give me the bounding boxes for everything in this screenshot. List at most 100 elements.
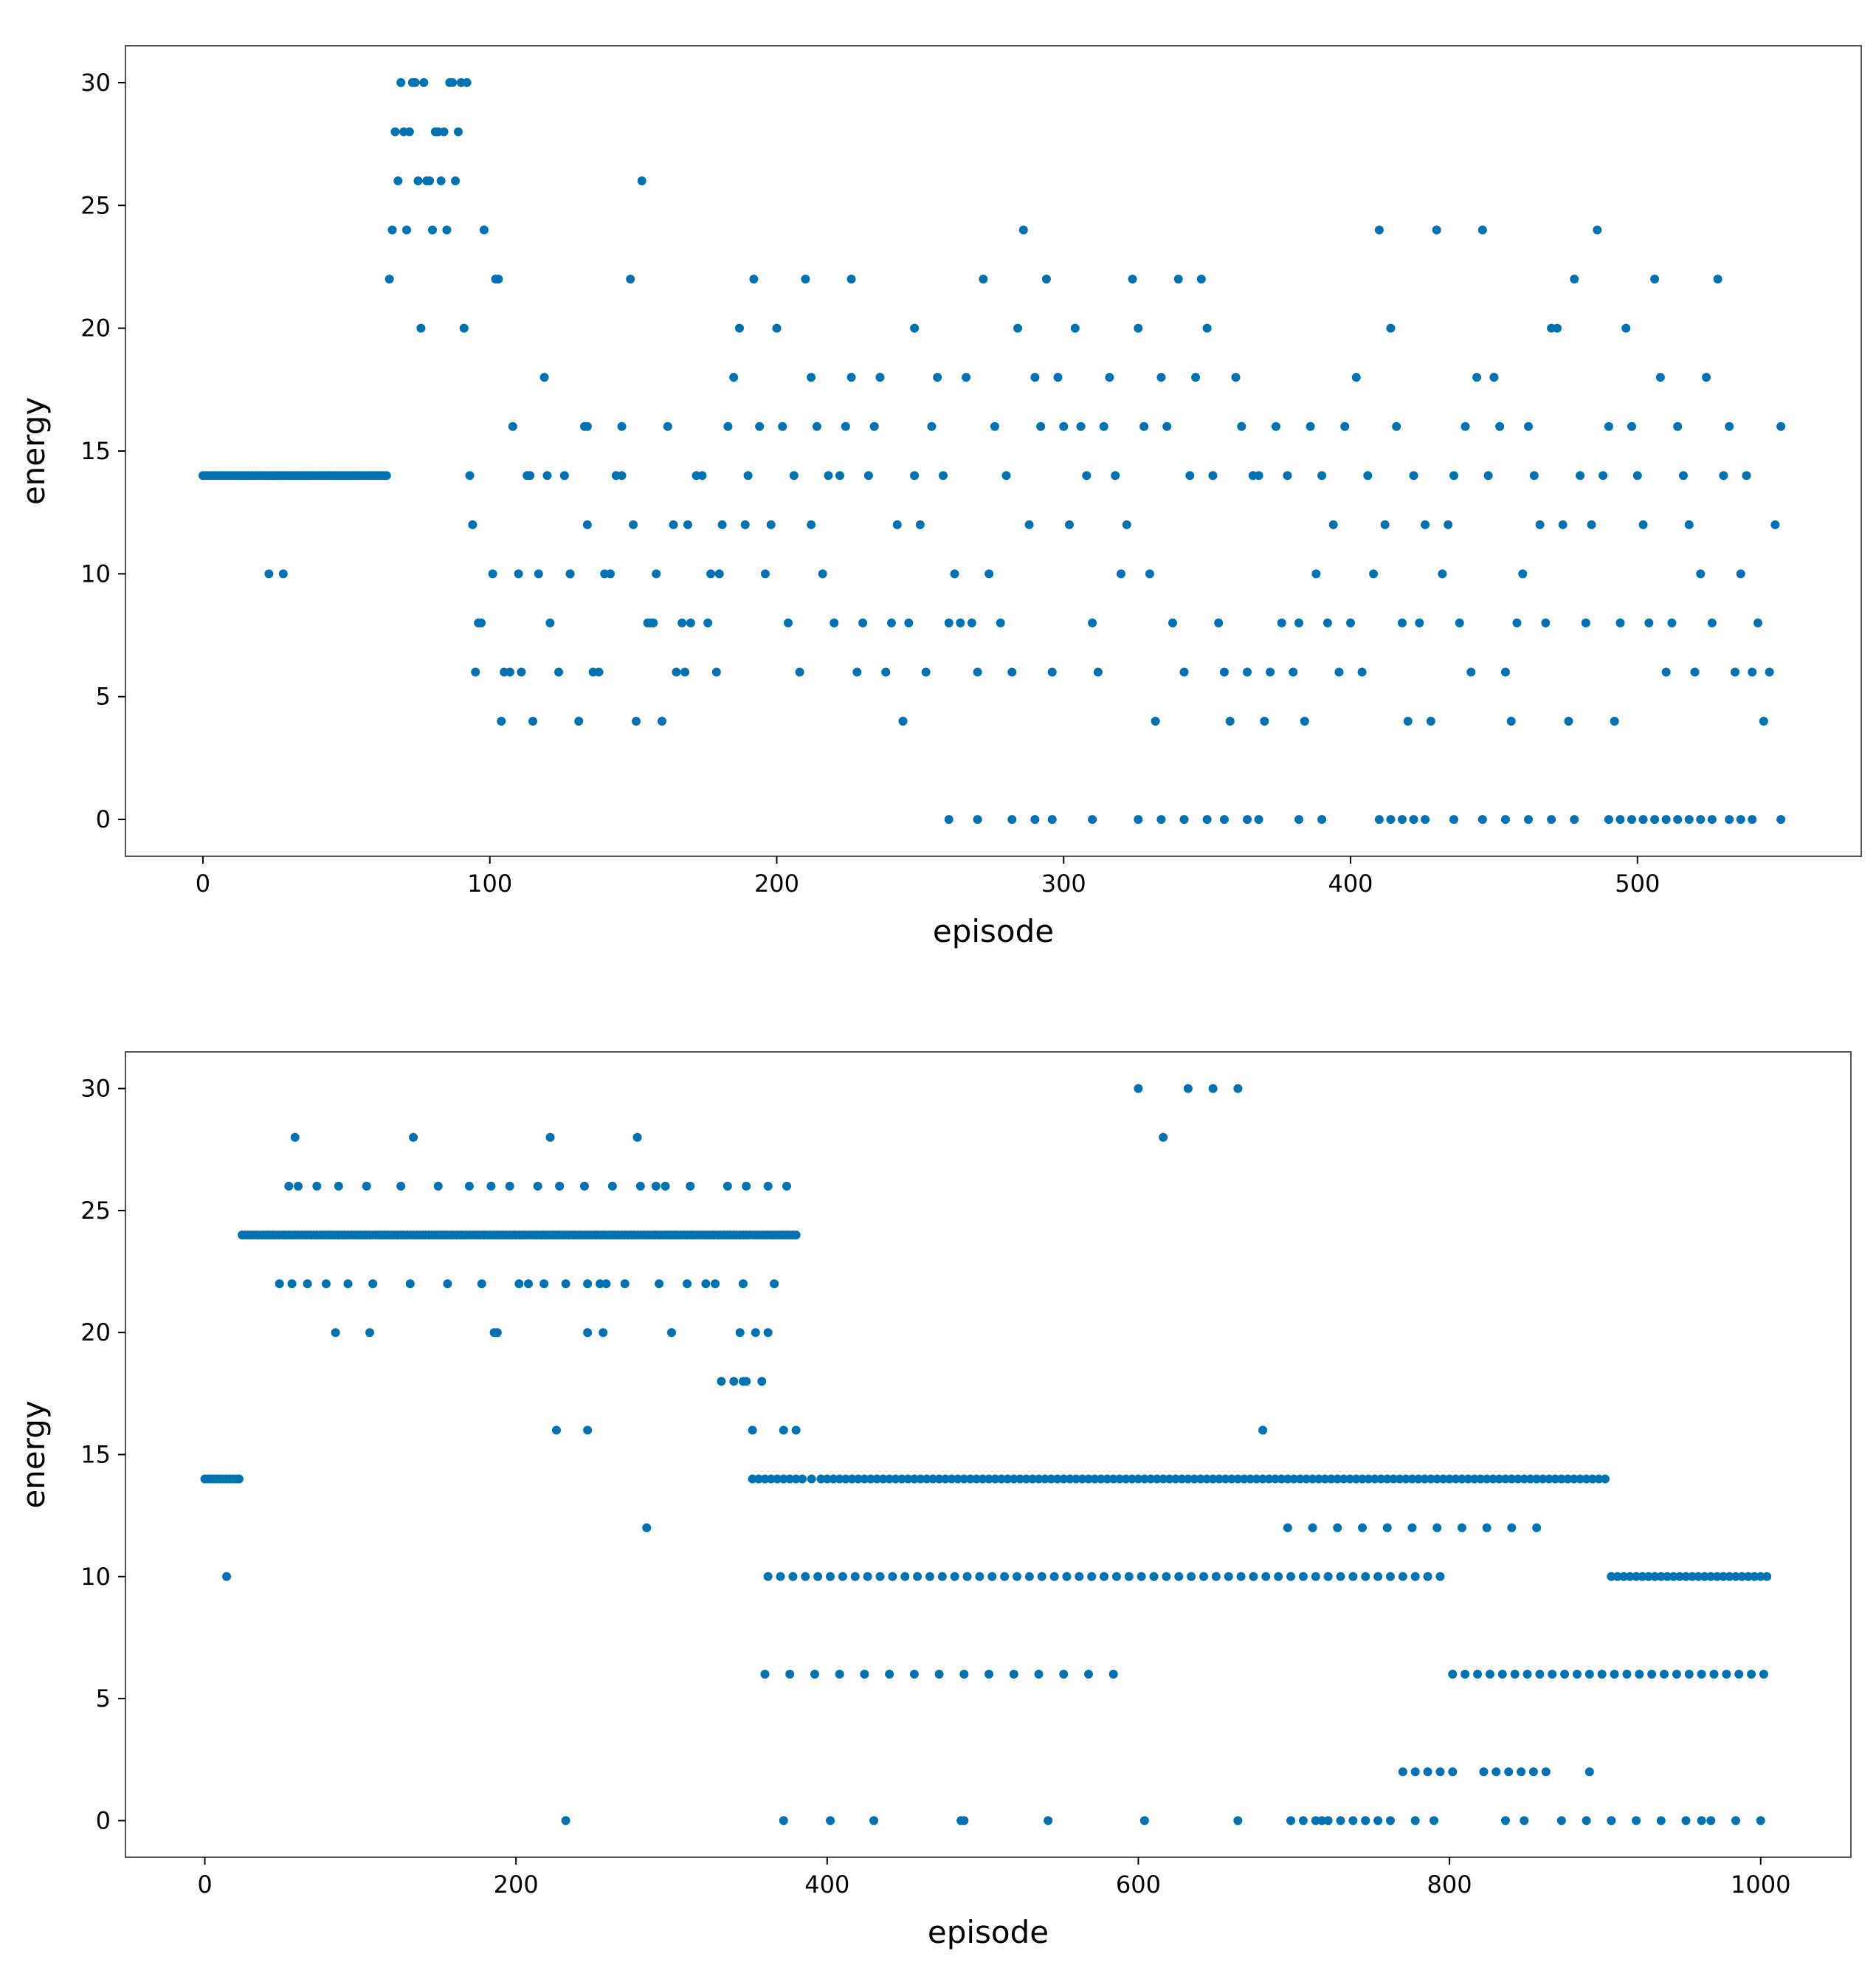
data-point [1756,1816,1765,1825]
data-point [559,471,569,481]
data-point [953,1474,962,1484]
data-point [1451,1474,1461,1484]
data-point [505,667,514,677]
data-point [1426,1474,1435,1484]
data-point [947,1474,956,1484]
data-point [850,1572,860,1581]
data-point [1532,1523,1542,1532]
data-point [462,78,472,87]
data-point [841,421,850,431]
data-point [1183,1084,1193,1093]
data-point [1500,1474,1510,1484]
data-point [748,1474,757,1484]
data-point [934,1670,944,1679]
data-point [1294,815,1304,825]
data-point [382,471,391,481]
data-point [950,1572,959,1581]
data-point [405,1279,415,1289]
data-point [404,127,414,137]
data-point [1415,618,1424,627]
data-point [959,1474,969,1484]
data-point [763,1181,773,1191]
data-point [680,667,690,677]
data-point [1463,1474,1473,1484]
data-point [1407,1474,1417,1484]
data-point [425,176,435,185]
data-point [735,1328,745,1338]
data-point [1111,1572,1121,1581]
data-point [601,1279,611,1289]
data-point [973,667,982,677]
data-point [1684,1670,1694,1679]
data-point [965,1474,975,1484]
data-point [801,275,810,284]
data-point [921,667,931,677]
data-point [1156,373,1166,382]
data-point [1199,1572,1208,1581]
data-point [409,1132,418,1142]
data-point [663,421,672,431]
data-point [1139,1816,1149,1825]
data-point [1421,815,1430,825]
data-point [748,1425,757,1435]
data-point [706,569,716,579]
data-point [1730,667,1739,677]
data-point [1196,1474,1205,1484]
data-point [826,1816,835,1825]
data-point [451,176,461,185]
data-point [1116,569,1125,579]
data-point [1111,471,1120,481]
data-point [1660,1670,1669,1679]
data-point [1062,1572,1072,1581]
data-point [1702,373,1711,382]
data-point [655,1279,664,1289]
data-point [677,618,687,627]
data-point [1361,1572,1370,1581]
data-point [1621,323,1631,333]
data-point [1243,815,1252,825]
data-point [1712,1572,1722,1581]
data-point [1336,1816,1345,1825]
x-tick-label: 200 [494,1871,539,1899]
data-point [1413,1474,1423,1484]
data-point [973,815,982,825]
data-point [1219,667,1229,677]
data-point [1558,520,1568,529]
data-point [1100,1572,1109,1581]
data-point [1398,1572,1407,1581]
data-point [1482,1474,1492,1484]
data-point [629,520,638,529]
data-point [1076,421,1086,431]
data-point [729,1377,739,1386]
data-point [1059,1474,1069,1484]
data-point [1656,1816,1666,1825]
data-point [885,1670,894,1679]
data-point [1373,1816,1383,1825]
data-point [1432,1474,1442,1484]
data-point [1134,1474,1143,1484]
data-point [1277,618,1286,627]
data-point [1246,1474,1255,1484]
data-point [1547,815,1556,825]
data-point [1432,225,1441,235]
data-point [1151,717,1160,726]
data-point [776,1572,785,1581]
data-point [1650,815,1660,825]
data-point [1373,1572,1383,1581]
data-point [1661,815,1671,825]
data-point [1382,1474,1392,1484]
y-tick-label: 20 [80,1318,111,1346]
data-point [984,1474,994,1484]
data-point [1587,520,1596,529]
data-point [1233,1474,1243,1484]
data-point [1709,1670,1719,1679]
data-point [813,1572,823,1581]
data-point [898,717,908,726]
data-point [551,1425,561,1435]
data-point [1731,1816,1740,1825]
data-point [635,1181,645,1191]
data-point [1221,1474,1230,1484]
data-point [760,1670,770,1679]
data-point [1541,1767,1551,1777]
data-point [443,1279,452,1289]
